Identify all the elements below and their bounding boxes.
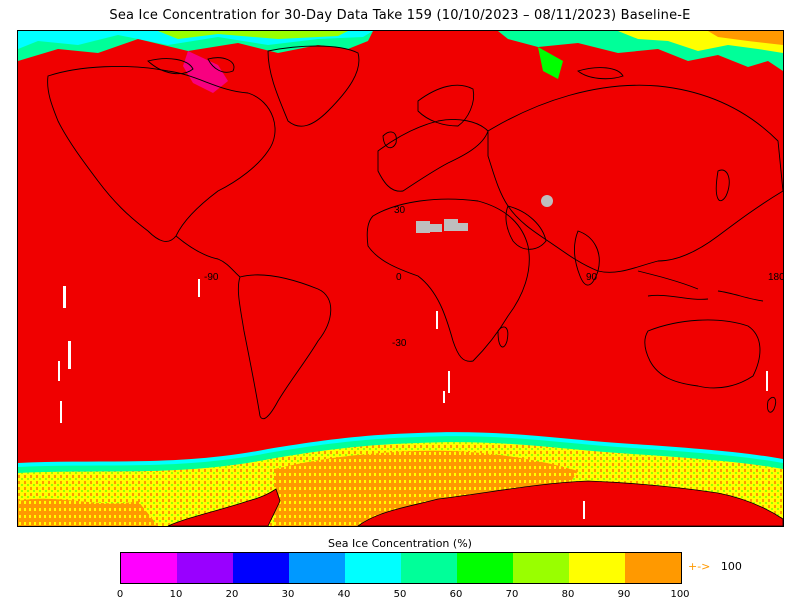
arctic-ice bbox=[18, 31, 783, 93]
colorbar-segment-4 bbox=[345, 553, 401, 583]
colorbar-title: Sea Ice Concentration (%) bbox=[328, 537, 472, 550]
lat-label-30n: 30 bbox=[394, 205, 406, 216]
antarctic-ice bbox=[18, 432, 783, 526]
missing-data-streaks bbox=[58, 279, 768, 519]
lon-label-180: 180 bbox=[768, 272, 783, 283]
lon-label-90e: 90 bbox=[586, 272, 598, 283]
colorbar-segment-0 bbox=[121, 553, 177, 583]
graticule-labels: 30 0 -30 -90 90 180 bbox=[204, 205, 783, 349]
overflow-arrow-icon: +-> bbox=[688, 560, 711, 573]
lon-label-0: 0 bbox=[396, 272, 402, 283]
colorbar-segment-6 bbox=[457, 553, 513, 583]
colorbar-segment-3 bbox=[289, 553, 345, 583]
colorbar-tick-0: 0 bbox=[116, 589, 124, 600]
colorbar-tick-50: 50 bbox=[393, 589, 407, 600]
map-title: Sea Ice Concentration for 30-Day Data Ta… bbox=[109, 8, 691, 23]
lon-label-90w: -90 bbox=[204, 272, 219, 283]
colorbar bbox=[120, 552, 682, 584]
lat-label-30s: -30 bbox=[392, 338, 407, 349]
no-data-regions bbox=[416, 195, 553, 233]
sea-ice-map: 30 0 -30 -90 90 180 bbox=[17, 30, 784, 527]
colorbar-tick-10: 10 bbox=[169, 589, 183, 600]
colorbar-overflow-legend: +-> 100 bbox=[688, 560, 742, 573]
colorbar-segment-7 bbox=[513, 553, 569, 583]
colorbar-segment-1 bbox=[177, 553, 233, 583]
colorbar-segment-2 bbox=[233, 553, 289, 583]
colorbar-tick-30: 30 bbox=[281, 589, 295, 600]
colorbar-segment-8 bbox=[569, 553, 625, 583]
colorbar-tick-70: 70 bbox=[505, 589, 519, 600]
map-canvas: 30 0 -30 -90 90 180 bbox=[18, 31, 783, 526]
colorbar-tick-60: 60 bbox=[449, 589, 463, 600]
colorbar-tick-20: 20 bbox=[225, 589, 239, 600]
colorbar-tick-90: 90 bbox=[617, 589, 631, 600]
overflow-value: 100 bbox=[720, 560, 742, 573]
colorbar-segment-5 bbox=[401, 553, 457, 583]
colorbar-tick-80: 80 bbox=[561, 589, 575, 600]
colorbar-segment-9 bbox=[625, 553, 681, 583]
colorbar-tick-40: 40 bbox=[337, 589, 351, 600]
colorbar-tick-100: 100 bbox=[670, 589, 690, 600]
coastlines bbox=[47, 45, 783, 420]
